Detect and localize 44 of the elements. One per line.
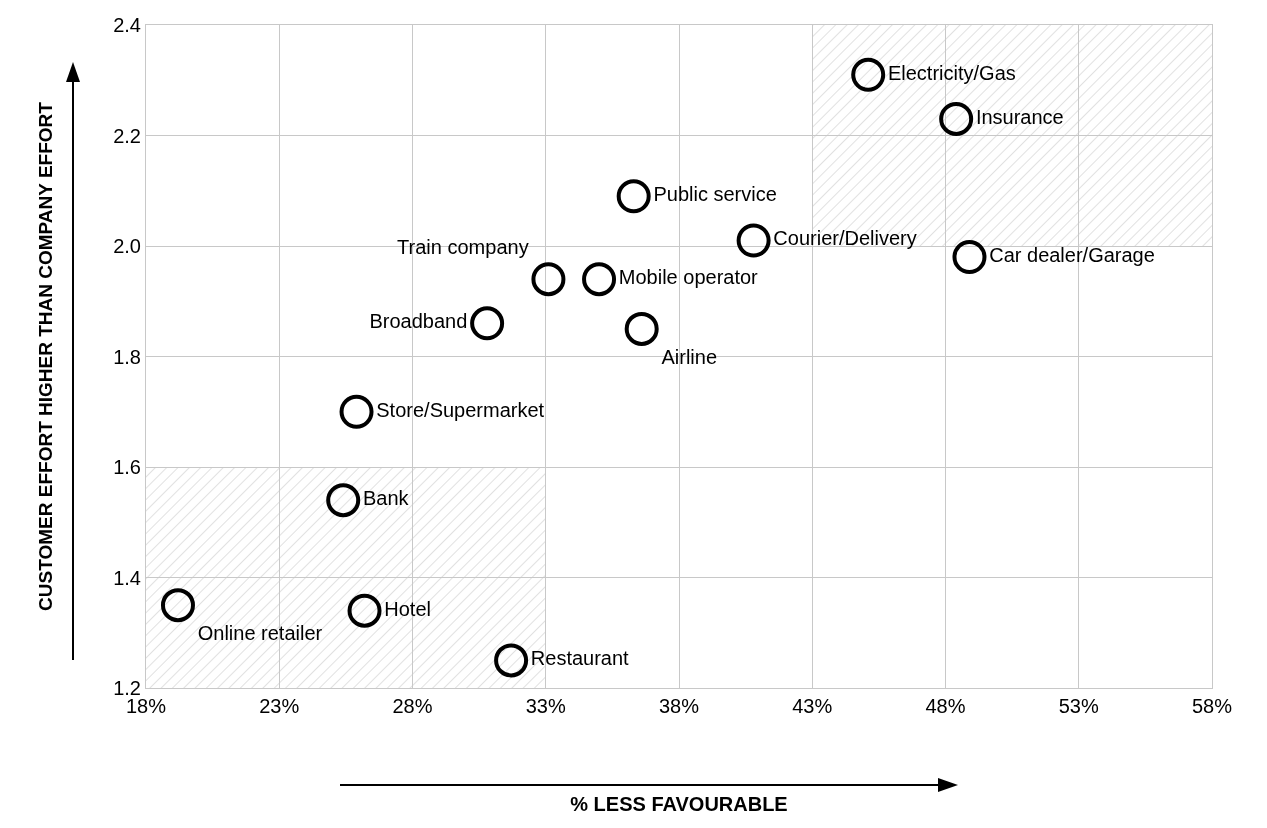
- x-tick-label: 48%: [925, 695, 966, 717]
- x-tick-label: 38%: [658, 695, 700, 717]
- series-label: Broadband: [369, 310, 468, 333]
- x-axis-title: % LESS FAVOURABLE: [570, 792, 788, 815]
- point: [624, 311, 659, 346]
- series-label: Public service: [653, 183, 777, 206]
- series-label: Courier/Delivery: [773, 227, 917, 250]
- x-tick-label: 23%: [259, 695, 300, 717]
- y-axis-title: CUSTOMER EFFORT HIGHER THAN COMPANY EFFORT: [35, 101, 57, 611]
- point: [952, 240, 987, 275]
- series-label: Restaurant: [530, 647, 630, 670]
- point: [339, 394, 374, 429]
- point: [939, 101, 974, 136]
- point: [851, 57, 886, 92]
- point: [470, 306, 505, 341]
- series-label: Online retailer: [197, 621, 323, 644]
- y-tick-label: 2.0: [113, 235, 141, 257]
- y-tick-label: 2.2: [113, 124, 141, 147]
- x-tick-label: 43%: [792, 695, 833, 717]
- series-label: Bank: [362, 487, 410, 510]
- point: [531, 262, 566, 297]
- point: [494, 643, 529, 678]
- y-tick-label: 1.6: [113, 456, 141, 478]
- series-label: Store/Supermarket: [376, 398, 545, 421]
- x-tick-label: 28%: [392, 695, 433, 717]
- series-label: Mobile operator: [618, 266, 759, 289]
- point: [736, 223, 771, 258]
- x-tick-label: 58%: [1191, 695, 1233, 717]
- series-label: Airline: [661, 345, 718, 368]
- y-tick-label: 2.4: [113, 14, 141, 36]
- series-label: Insurance: [975, 105, 1064, 128]
- point: [326, 483, 361, 518]
- series-label: Electricity/Gas: [887, 61, 1016, 84]
- series-label: Hotel: [384, 597, 431, 620]
- x-tick-label: 33%: [525, 695, 566, 717]
- y-tick-label: 1.4: [113, 566, 141, 589]
- point: [616, 179, 651, 214]
- point: [160, 588, 195, 623]
- series-label: Car dealer/Garage: [989, 244, 1155, 267]
- series-label: Train company: [397, 236, 529, 259]
- point: [347, 593, 382, 628]
- point: [582, 262, 617, 297]
- y-tick-label: 1.8: [113, 345, 141, 368]
- x-tick-label: 53%: [1058, 695, 1099, 717]
